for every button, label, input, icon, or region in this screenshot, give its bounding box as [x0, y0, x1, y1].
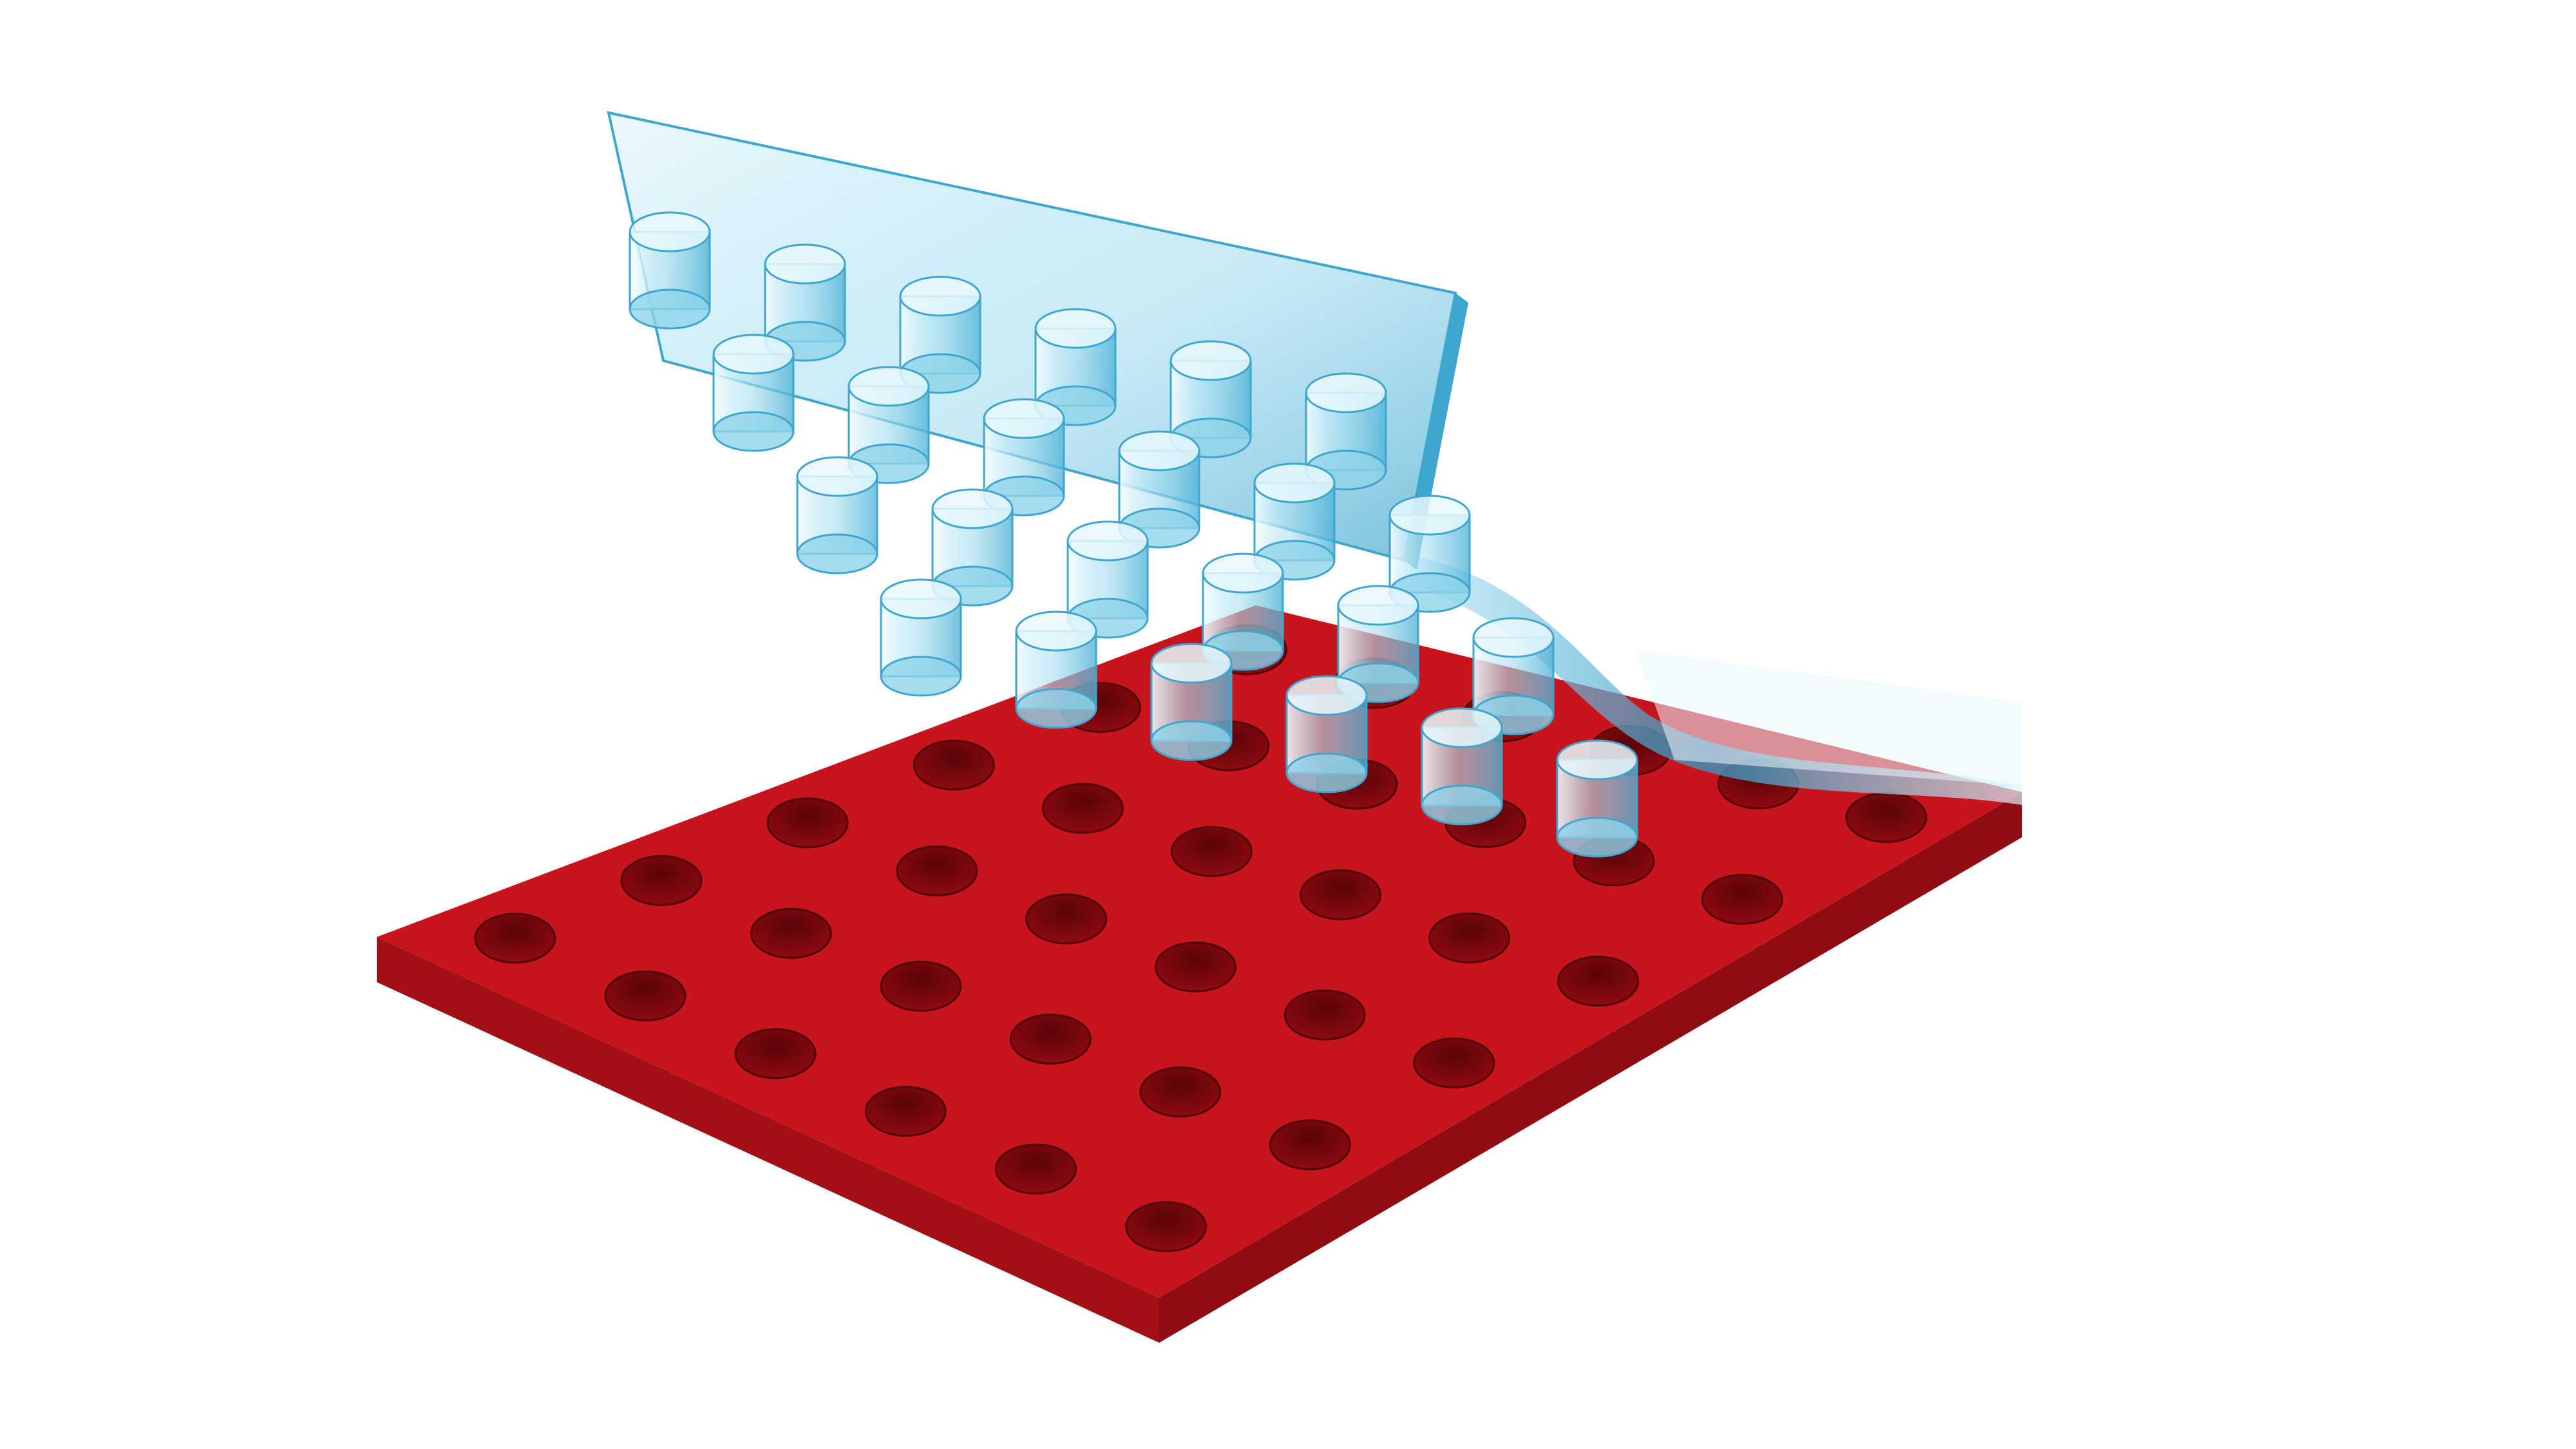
tray-well [734, 1028, 817, 1079]
lid-peg-top [764, 243, 846, 285]
tray-front-face [377, 937, 1159, 1343]
lid-peg [848, 366, 930, 484]
lid-peg [1015, 611, 1097, 729]
lid-peg-top [880, 578, 962, 620]
lid-peg-bottom [796, 533, 878, 574]
lid-peg [1150, 643, 1233, 761]
tray-well [604, 970, 687, 1021]
lid-peg-bottom [1421, 784, 1503, 826]
lid-peg-top [1337, 585, 1419, 626]
tray-well [1139, 1066, 1222, 1118]
lid-peg [1337, 585, 1419, 703]
lid-peg-bottom [1285, 752, 1368, 793]
lid-tail-panel [1636, 650, 2022, 786]
lid-peg-top [1472, 617, 1555, 658]
lid-peg-top [848, 366, 930, 407]
tray-well [1009, 1014, 1092, 1065]
lid-peg-bottom [629, 289, 711, 330]
tray-well [880, 960, 962, 1012]
lid-peg [1253, 462, 1336, 581]
tray-well [1283, 989, 1366, 1041]
lid-peg [880, 578, 962, 697]
lid-peg-top [796, 456, 878, 497]
lid-peg-top [1066, 520, 1149, 562]
tray-well [1170, 826, 1253, 877]
lid-peg-top [1118, 430, 1200, 471]
tray-well [1154, 941, 1236, 992]
lid-peg [1556, 739, 1638, 858]
lid-peg [764, 243, 846, 362]
lid-peg [1421, 707, 1503, 826]
lid-peg-top [1034, 308, 1117, 349]
tray-well [864, 1086, 947, 1137]
tray-well [994, 1143, 1077, 1195]
lid-peg-top [931, 488, 1014, 529]
tray-well [620, 855, 703, 906]
peeling-lid [607, 111, 2022, 858]
tray-well [913, 739, 995, 791]
tray-well [1125, 1201, 1208, 1253]
lid-peg-top [899, 276, 981, 317]
lid-peg [796, 456, 878, 574]
lid-peg [712, 334, 795, 452]
lid-peg-top [629, 211, 711, 252]
lid-peg-top [1421, 707, 1503, 748]
lid-peg-bottom [1015, 688, 1097, 729]
lid-peg-top [1388, 495, 1471, 536]
lid-peg-top [712, 334, 795, 375]
lid-peg-bottom [880, 656, 962, 697]
lid-pegs [629, 211, 1638, 858]
tray-right-face [1159, 792, 2022, 1343]
lid-peg [629, 211, 711, 330]
lid-peg-top [1170, 340, 1252, 381]
tray-well [1299, 869, 1381, 920]
lid-peg [1285, 675, 1368, 793]
lid-peg-top [1202, 553, 1284, 594]
tray-well [1557, 956, 1640, 1007]
lid-peg-top [1015, 611, 1097, 652]
lid-peg-top [1285, 675, 1368, 716]
lid-peg [1305, 372, 1387, 491]
lid-peg-bottom [712, 411, 795, 452]
tray-well [1428, 912, 1511, 963]
tray-well [1701, 873, 1783, 925]
tray-well [1413, 1037, 1495, 1089]
tray-well [1041, 782, 1124, 834]
tray-well [1845, 791, 1927, 843]
lid-peg-bottom [1556, 817, 1638, 858]
lid-peg-top [1305, 372, 1387, 413]
lid-peg-top [1150, 643, 1233, 684]
tray-well [1269, 1119, 1351, 1171]
tray-well [766, 797, 849, 849]
tray-well [474, 913, 556, 964]
tray-well [750, 907, 832, 959]
lid-peg-top [1556, 739, 1638, 781]
lid-peg-top [1253, 462, 1336, 504]
lid-peg-top [983, 398, 1065, 439]
tray-well [896, 845, 978, 896]
tray-well [1025, 893, 1108, 945]
lid-peg-bottom [1150, 720, 1233, 761]
